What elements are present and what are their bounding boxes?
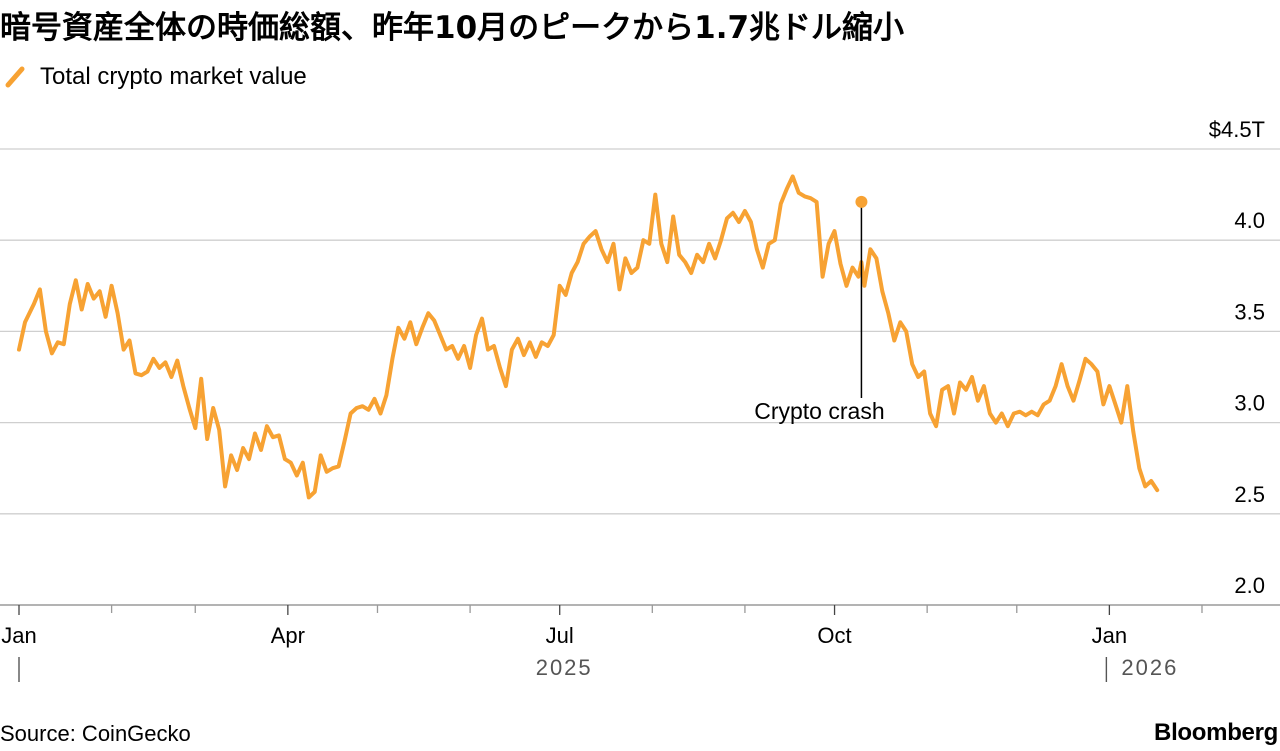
source-note: Source: CoinGecko [0,721,191,746]
x-tick-label: Jan [1,623,36,648]
legend-swatch [5,66,25,88]
annotation-marker [855,195,868,208]
y-tick-label: $4.5T [1209,117,1265,142]
series-line-total-crypto-market-value [17,174,1160,500]
y-tick-label: 4.0 [1234,208,1265,233]
bloomberg-logo: Bloomberg [1154,719,1278,746]
chart-title: 暗号資産全体の時価総額、昨年10月のピークから1.7兆ドル縮小 [0,10,905,46]
year-label: 2026 [1121,655,1178,680]
y-tick-label: 2.5 [1234,482,1265,507]
annotation-label: Crypto crash [754,398,884,424]
x-tick-label: Apr [271,623,305,648]
y-tick-label: 3.0 [1234,391,1265,416]
x-tick-label: Oct [817,623,851,648]
y-tick-label: 2.0 [1234,573,1265,598]
legend: Total crypto market value [4,63,307,91]
x-tick-label: Jan [1092,623,1127,648]
line-chart: $4.5T 4.0 3.5 3.0 2.5 2.0 Jan Apr Jul Oct Jan 2025 2… [0,117,1280,682]
legend-label: Total crypto market value [40,63,307,90]
year-label: 2025 [536,655,593,680]
x-tick-label: Jul [546,623,574,648]
y-tick-label: 3.5 [1234,299,1265,324]
